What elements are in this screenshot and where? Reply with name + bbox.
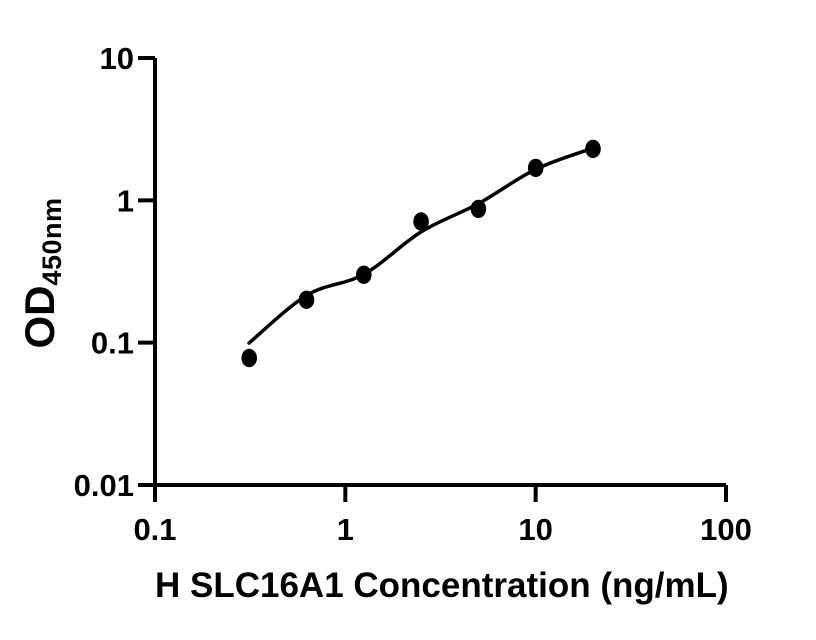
x-tick-label: 100 (700, 512, 752, 547)
x-tick-label: 10 (518, 512, 552, 547)
fit-curve-line (247, 146, 596, 345)
data-point (413, 212, 429, 231)
axis-lines (153, 58, 726, 487)
y-tick-label: 1 (117, 183, 134, 218)
y-axis-title-main: OD (16, 285, 63, 349)
data-point (298, 290, 315, 309)
data-point (241, 348, 257, 368)
x-axis-title: H SLC16A1 Concentration (ng/mL) (155, 566, 729, 605)
data-point (527, 158, 544, 178)
y-axis-title-subscript: 450nm (37, 197, 67, 286)
data-point (470, 199, 487, 219)
data-point (585, 139, 601, 159)
x-tick-label: 1 (337, 512, 354, 547)
data-point (356, 265, 372, 284)
y-tick-label: 10 (100, 41, 134, 76)
y-tick-label: 0.1 (91, 326, 134, 361)
y-tick-label: 0.01 (74, 468, 134, 503)
y-axis-title: OD450nm (16, 93, 67, 453)
x-tick-label: 0.1 (133, 512, 176, 547)
